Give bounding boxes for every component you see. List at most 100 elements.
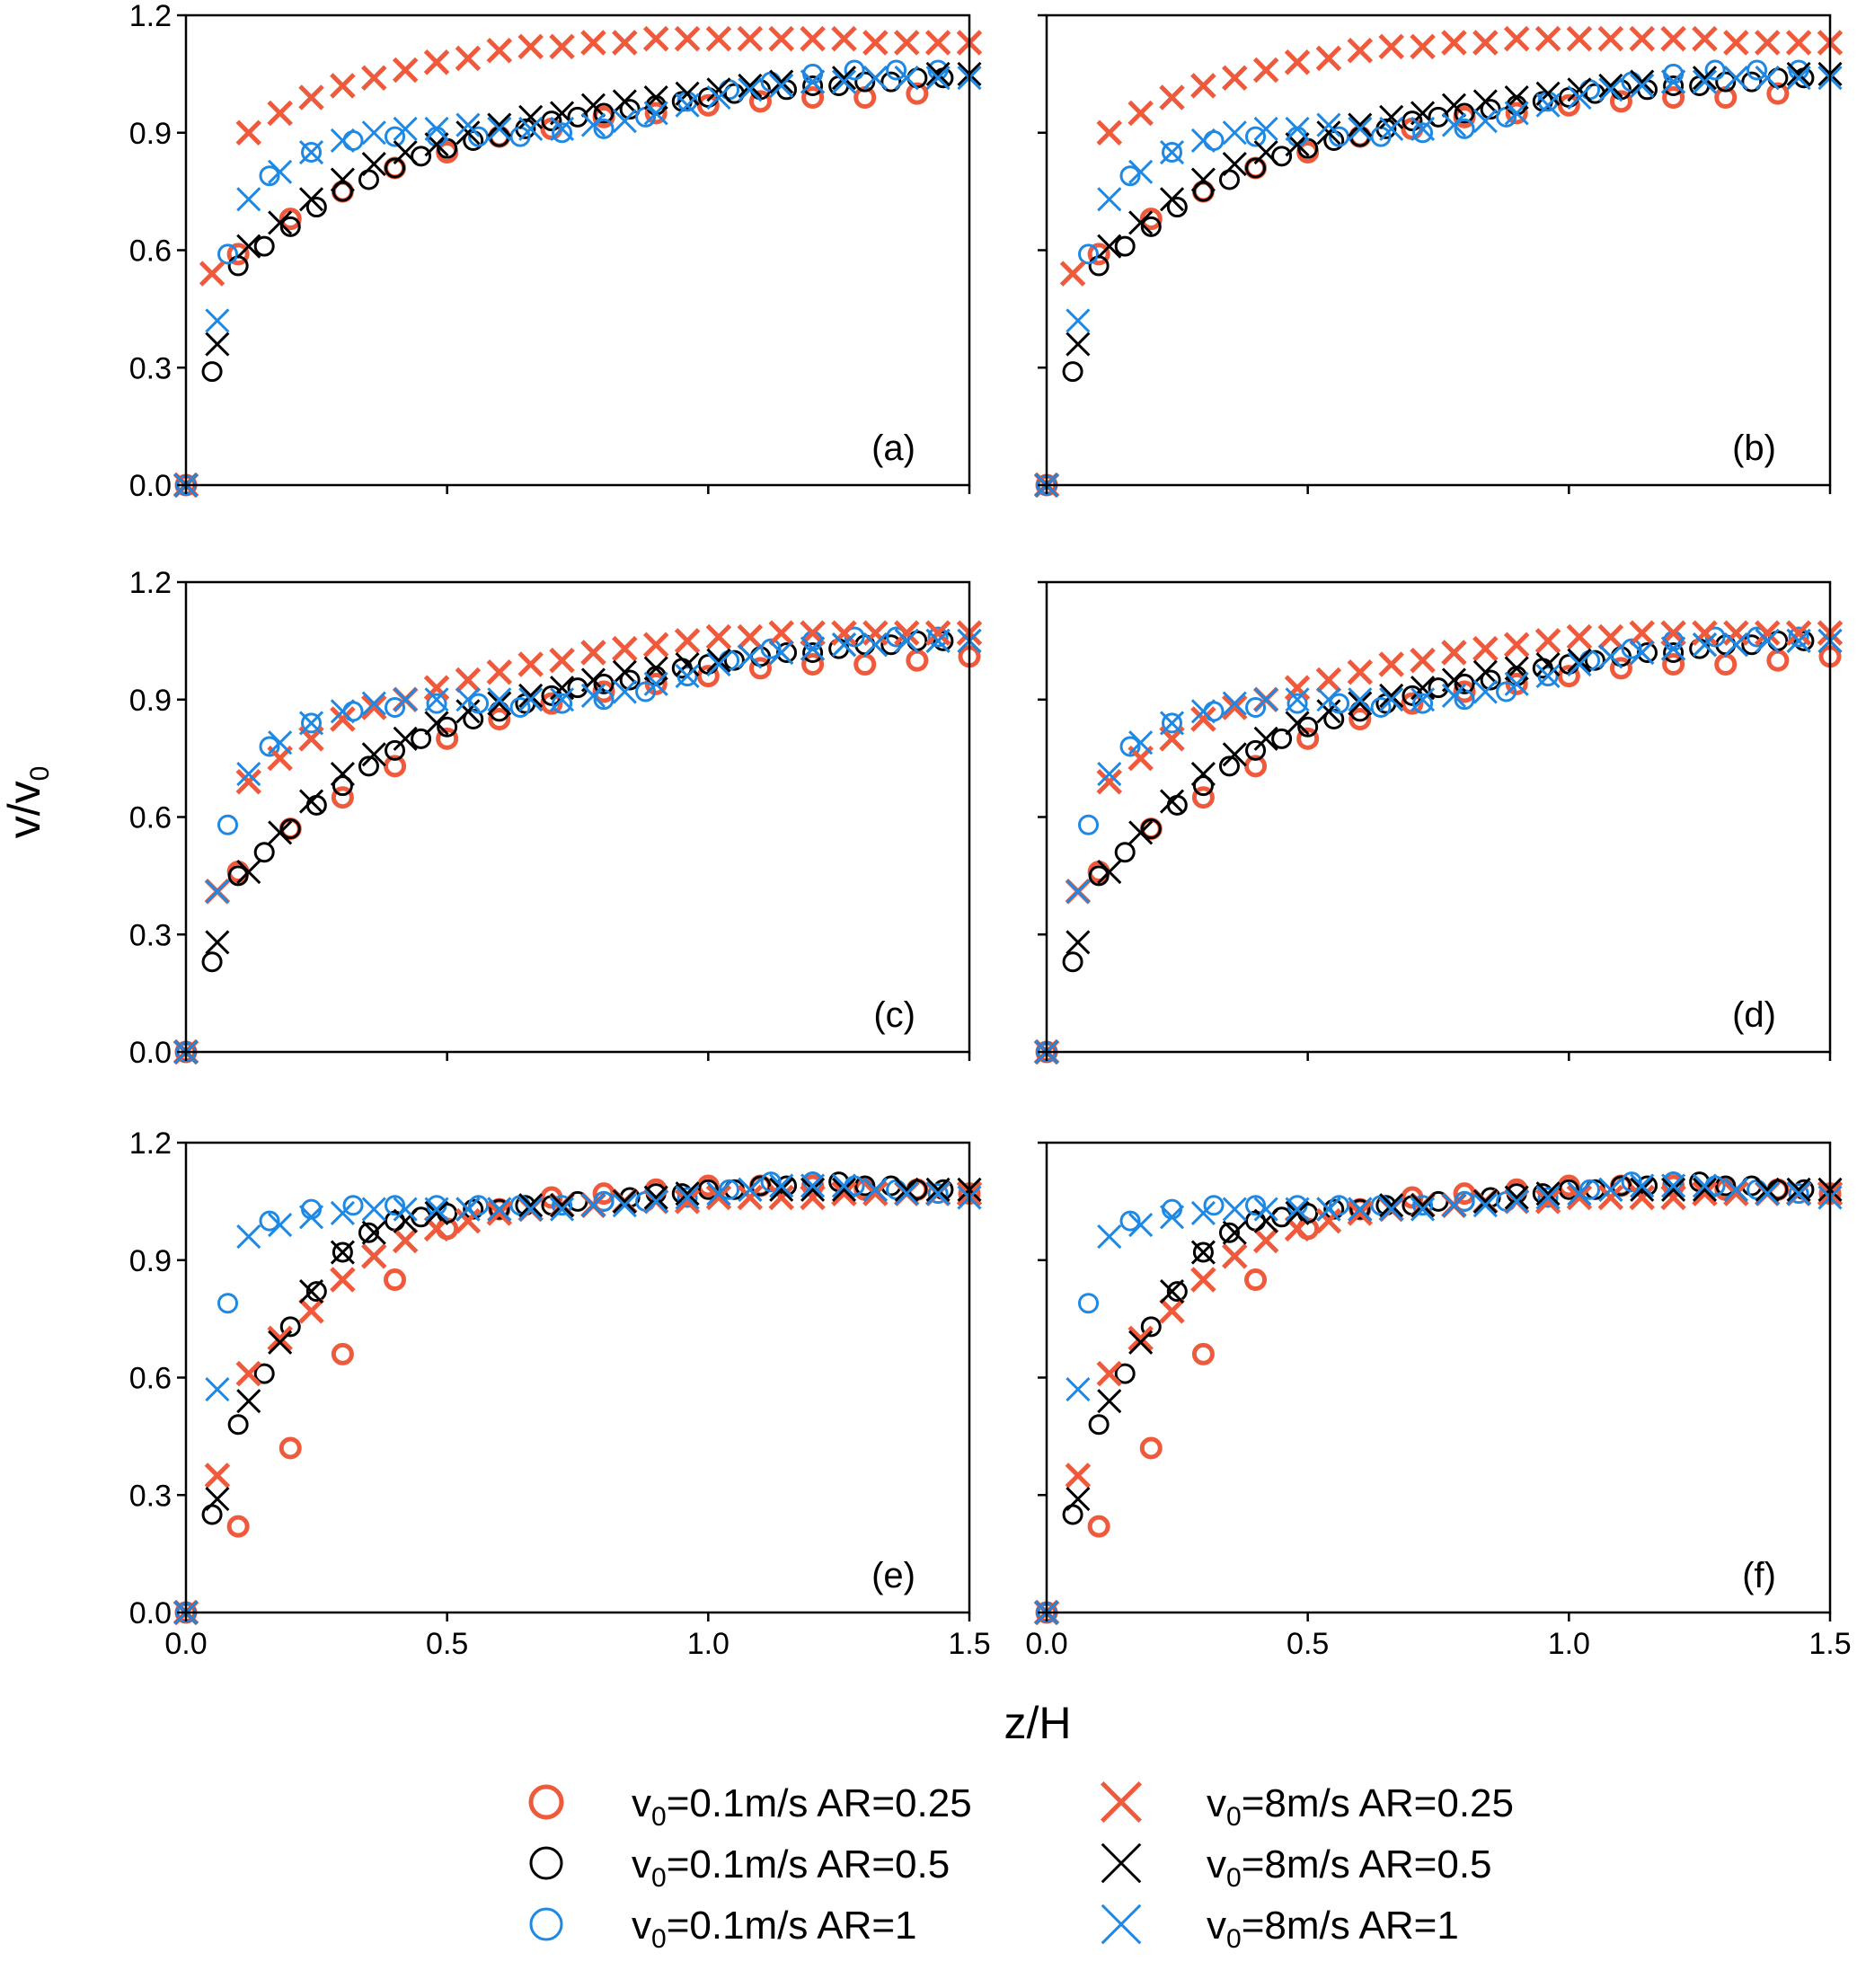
data-point [723, 649, 745, 671]
data-point [1755, 1181, 1780, 1206]
data-point [1660, 1184, 1686, 1211]
data-point [361, 65, 387, 92]
legend-marker [529, 1907, 563, 1941]
data-point [1660, 25, 1686, 52]
data-point [552, 693, 573, 714]
data-point [1379, 104, 1404, 129]
data-point [1692, 1173, 1718, 1198]
data-point [1349, 708, 1372, 731]
data-point [643, 671, 668, 696]
data-point [1218, 755, 1240, 777]
data-point [1114, 235, 1136, 257]
data-point [1190, 706, 1216, 732]
data-point [1621, 638, 1642, 659]
series-4 [173, 61, 982, 498]
data-point [509, 696, 531, 718]
data-point [1741, 71, 1763, 93]
legend-item: v0=0.1m/s AR=0.5 [529, 1842, 950, 1893]
series-5 [173, 1173, 982, 1625]
data-point [1579, 79, 1601, 101]
data-point [1128, 1330, 1154, 1355]
data-point [1097, 859, 1122, 885]
data-point [1535, 81, 1561, 106]
data-point [769, 73, 794, 99]
data-point [455, 699, 481, 724]
data-point [719, 79, 740, 101]
x-axis-title: z/H [1004, 1698, 1072, 1748]
data-point [1566, 1184, 1593, 1211]
data-point [201, 1504, 223, 1525]
data-point [205, 331, 230, 357]
data-point [1692, 620, 1718, 646]
data-point [737, 1184, 764, 1211]
data-point [236, 1224, 261, 1250]
data-point [1412, 122, 1434, 144]
data-point [706, 77, 731, 102]
data-point [925, 1181, 951, 1206]
y-tick-label: 0.9 [129, 1244, 172, 1278]
legend-label: v0=0.1m/s AR=0.25 [632, 1781, 972, 1832]
data-point [580, 30, 606, 56]
data-point [330, 1240, 355, 1265]
data-point [267, 1325, 293, 1352]
data-point [1412, 693, 1434, 714]
series-4 [173, 628, 982, 1065]
data-point [424, 1197, 449, 1222]
series-0 [174, 645, 981, 1064]
x-tick-label: 1.5 [948, 1627, 990, 1661]
panel-markers [1034, 25, 1843, 498]
data-point [393, 1208, 418, 1233]
data-point [831, 1180, 857, 1206]
data-point [487, 116, 512, 141]
data-point [1661, 1173, 1686, 1198]
data-point [384, 755, 407, 778]
data-point [612, 635, 638, 662]
data-point [580, 112, 606, 137]
legend-label-rest: =0.1m/s AR=0.25 [667, 1781, 972, 1825]
data-point [330, 699, 355, 724]
data-point [769, 1173, 794, 1198]
data-point [1316, 112, 1341, 137]
data-point [455, 667, 482, 694]
series-0 [1035, 82, 1790, 497]
data-point [927, 1183, 949, 1205]
y-tick-label: 1.2 [129, 566, 172, 600]
panel-label: (f) [1742, 1556, 1776, 1595]
data-point [580, 1193, 606, 1218]
data-point [549, 1193, 575, 1218]
data-point [1755, 1177, 1780, 1202]
legend-label-subscript: 0 [651, 1924, 667, 1954]
data-point [1567, 77, 1592, 102]
data-point [1755, 66, 1780, 91]
data-point [1557, 93, 1580, 117]
y-tick-label: 0.3 [129, 918, 172, 952]
data-point [894, 66, 919, 91]
data-point [1128, 210, 1154, 235]
data-point [592, 680, 615, 703]
data-point [436, 727, 459, 750]
data-point [1284, 675, 1311, 701]
data-point [924, 30, 951, 56]
data-point [675, 81, 700, 106]
legend-label-subscript: 0 [1226, 1863, 1242, 1893]
data-point [1222, 65, 1248, 92]
legend-label-rest: =0.1m/s AR=1 [667, 1904, 917, 1948]
data-point [612, 659, 637, 685]
data-point [268, 210, 293, 235]
data-point [1379, 1197, 1404, 1222]
data-point [1535, 1185, 1561, 1210]
panels-group: 0.0 0.3 0.6 0.9 1.2 (a) (b) 0.0 0.3 0.6 0.9 1.2 (c) (… [129, 0, 1852, 1661]
data-point [1316, 687, 1341, 712]
data-point [1723, 1177, 1748, 1202]
data-point [705, 623, 732, 650]
data-point [1609, 90, 1632, 113]
data-point [1754, 30, 1781, 56]
data-point [1535, 664, 1561, 689]
panel-markers [173, 1171, 982, 1625]
series-5 [173, 66, 982, 498]
series-4 [1034, 1177, 1843, 1625]
data-point [1629, 25, 1655, 52]
data-point [738, 1177, 763, 1202]
data-point [518, 1197, 544, 1222]
data-point [1222, 694, 1248, 720]
